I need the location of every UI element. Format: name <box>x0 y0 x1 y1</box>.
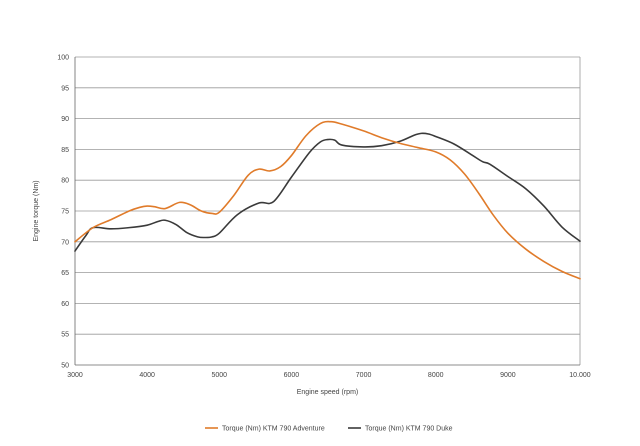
y-tick-label: 60 <box>61 301 69 308</box>
legend: Torque (Nm) KTM 790 Adventure Torque (Nm… <box>205 426 453 433</box>
series-line-adventure <box>74 120 581 280</box>
y-tick-label: 80 <box>61 178 69 185</box>
grid-lines <box>75 56 581 365</box>
x-tick-label: 10.000 <box>569 372 591 379</box>
series-line-duke <box>74 132 581 252</box>
x-tick-labels: 3000 4000 5000 6000 7000 8000 9000 10.000 <box>67 372 591 379</box>
x-tick-label: 4000 <box>139 372 155 379</box>
x-tick-label: 3000 <box>67 372 83 379</box>
y-tick-label: 55 <box>61 332 69 339</box>
y-tick-label: 50 <box>61 363 69 370</box>
legend-label-duke: Torque (Nm) KTM 790 Duke <box>365 426 453 433</box>
x-tick-label: 8000 <box>428 372 444 379</box>
x-tick-label: 9000 <box>500 372 516 379</box>
y-tick-label: 85 <box>61 147 69 154</box>
y-tick-label: 65 <box>61 270 69 277</box>
y-tick-label: 90 <box>61 116 69 123</box>
y-axis-label: Engine torque (Nm) <box>33 180 40 241</box>
x-tick-label: 6000 <box>284 372 300 379</box>
x-tick-label: 5000 <box>211 372 227 379</box>
y-tick-labels: 50 55 60 65 70 75 80 85 90 95 100 <box>57 55 69 370</box>
x-axis-label: Engine speed (rpm) <box>297 389 358 396</box>
y-tick-label: 100 <box>57 55 69 62</box>
y-tick-label: 75 <box>61 209 69 216</box>
x-tick-label: 7000 <box>356 372 372 379</box>
legend-label-adventure: Torque (Nm) KTM 790 Adventure <box>222 426 325 433</box>
y-tick-label: 95 <box>61 85 69 92</box>
series-lines <box>74 120 581 280</box>
y-tick-label: 70 <box>61 239 69 246</box>
